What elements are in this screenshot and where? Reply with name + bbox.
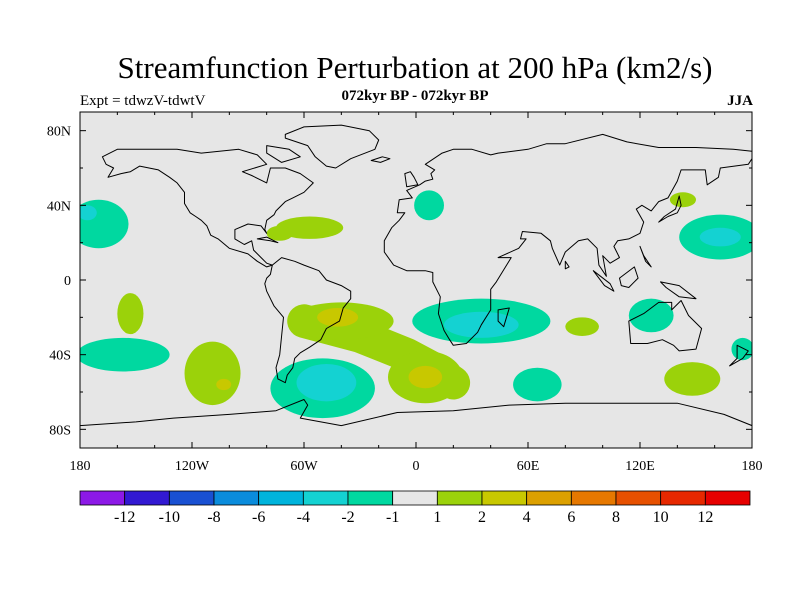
colorbar-swatch (704, 490, 751, 506)
island-japan (658, 195, 682, 223)
y-tick-label: 40S (49, 349, 71, 364)
anomaly-southern-indian-neg (513, 367, 562, 402)
coastline-eurasia-africa (383, 133, 752, 346)
colorbar-label: 12 (697, 509, 713, 526)
period-label: 072kyr BP - 072kyr BP (341, 88, 489, 104)
anomaly-mediterranean-neg (414, 190, 445, 221)
island-iceland (370, 156, 391, 163)
x-tick-label: 120W (175, 459, 210, 474)
colorbar-swatch (615, 490, 662, 506)
anomaly-tasman-pos (664, 362, 721, 396)
anomaly-pacific-nw-neg-outer (80, 199, 129, 249)
colorbar-label: 4 (523, 509, 531, 526)
y-tick-label: 80S (49, 423, 71, 438)
colorbar-swatch (258, 490, 304, 506)
colorbar-label: -2 (341, 509, 354, 526)
island-baffin (266, 145, 301, 163)
colorbar-label: 6 (567, 509, 575, 526)
anomaly-east-pacific-pos (117, 293, 144, 335)
y-tick-label: 0 (64, 274, 71, 289)
anomaly-field (80, 190, 752, 419)
colorbar-swatch (79, 490, 126, 506)
y-tick-label: 40N (47, 199, 71, 214)
coastlines (80, 124, 752, 427)
island-philippines (639, 245, 652, 268)
x-tick-label: 120E (625, 459, 655, 474)
colorbar-swatch (347, 490, 394, 506)
colorbar-label: -10 (159, 509, 180, 526)
colorbar-swatch (570, 490, 617, 506)
y-tick-label: 80N (47, 125, 71, 140)
x-tick-label: 180 (742, 459, 763, 474)
anomaly-se-pacific-neg (80, 337, 170, 372)
coastline-australia (628, 300, 703, 352)
anomaly-pacific-nw-neg-inner (80, 205, 97, 221)
colorbar-swatch (392, 490, 438, 506)
colorbar-label: 10 (653, 509, 669, 526)
colorbar-swatch (436, 490, 483, 506)
x-tick-label: 180 (70, 459, 91, 474)
x-tick-label: 60W (290, 459, 318, 474)
colorbar-label: -12 (114, 509, 135, 526)
anomaly-caribbean-pos (266, 225, 293, 241)
island-borneo (619, 266, 639, 288)
colorbar-label: -4 (297, 509, 310, 526)
anomaly-south-pacific-pos-inner (216, 378, 232, 391)
colorbar-label: 1 (433, 509, 441, 526)
island-new-zealand (729, 344, 749, 367)
anomaly-south-america-pos-inner (317, 308, 359, 327)
colorbar: -12 -10 -8 -6 -4 -2 -1 1 2 4 6 8 10 12 (79, 490, 751, 526)
colorbar-swatch (213, 490, 260, 506)
island-cuba (256, 236, 279, 244)
island-new-guinea (660, 281, 697, 300)
colorbar-label: -6 (252, 509, 265, 526)
anomaly-central-indian-pos (565, 317, 599, 336)
colorbar-swatch (481, 490, 528, 506)
anomaly-japan-pos (669, 192, 697, 208)
island-madagascar (497, 307, 510, 328)
anomaly-south-pacific-pos (184, 341, 241, 406)
axis-ticks: 180 120W 60W 0 60E 120E 180 80N 40N 0 40S 80S (47, 112, 763, 474)
colorbar-swatch (124, 490, 170, 506)
anomaly-nz-neg (731, 337, 752, 361)
colorbar-label: -1 (386, 509, 399, 526)
anomaly-australia-neg (628, 298, 674, 333)
season-label: JJA (727, 93, 753, 109)
anomaly-nw-pacific-neg-inner (699, 227, 741, 247)
anomaly-south-atlantic-pos-inner (408, 365, 443, 389)
coastline-greenland (284, 124, 380, 169)
experiment-label: Expt = tdwzV-tdwtV (80, 93, 206, 109)
x-tick-label: 0 (413, 459, 420, 474)
island-sri-lanka (564, 260, 570, 270)
page-title: Streamfunction Perturbation at 200 hPa (… (117, 50, 713, 85)
colorbar-swatch (660, 490, 706, 506)
colorbar-swatch (302, 490, 349, 506)
x-tick-label: 60E (517, 459, 540, 474)
colorbar-swatch (168, 490, 215, 506)
coastline-south-america (264, 257, 352, 384)
colorbar-label: 8 (612, 509, 620, 526)
colorbar-label: 2 (478, 509, 486, 526)
island-sumatra (592, 270, 615, 292)
coastline-north-america (101, 148, 314, 268)
anomaly-drake-neg-inner (296, 364, 357, 402)
colorbar-swatch (526, 490, 572, 506)
coastline-antarctica-edge (80, 399, 752, 427)
colorbar-label: -8 (207, 509, 220, 526)
island-great-britain (404, 171, 419, 188)
